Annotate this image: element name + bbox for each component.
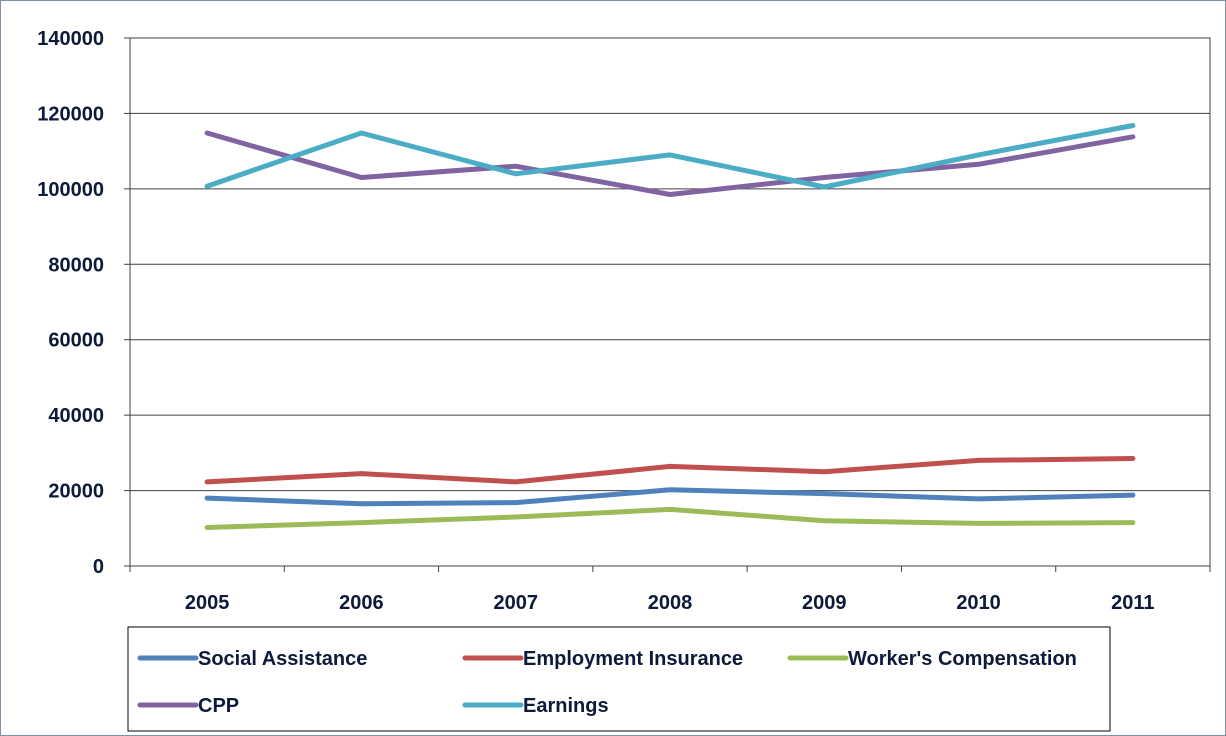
y-tick-label: 60000	[48, 330, 104, 352]
legend-label-social-assistance: Social Assistance	[198, 648, 367, 670]
legend-label-worker-s-compensation: Worker's Compensation	[848, 648, 1077, 670]
plot-area	[129, 37, 1211, 567]
y-tick-label: 100000	[37, 179, 104, 201]
x-tick-label: 2008	[648, 592, 693, 614]
series-line-cpp	[204, 130, 1136, 197]
y-tick-label: 80000	[48, 254, 104, 276]
legend: Social Assistance Employment Insurance Wor…	[127, 626, 1111, 732]
legend-label-earnings: Earnings	[523, 695, 609, 717]
x-tick-label: 2005	[185, 592, 230, 614]
legend-label-employment-insurance: Employment Insurance	[523, 648, 743, 670]
x-tick-label: 2011	[1111, 592, 1154, 614]
gridlines	[130, 37, 1210, 567]
x-tick-label: 2010	[956, 592, 1001, 614]
y-tick-label: 140000	[37, 28, 104, 50]
series-line-social-assistance	[204, 487, 1136, 507]
legend-box	[127, 626, 1111, 732]
y-tick-label: 40000	[48, 405, 104, 427]
legend-label-cpp: CPP	[198, 695, 239, 717]
y-tick-label: 0	[93, 556, 104, 578]
y-tick-label: 20000	[48, 481, 104, 503]
x-tick-label: 2006	[339, 592, 384, 614]
x-axis-tick-labels: 2005 2006 2007 2008 2009 2010 2011	[185, 592, 1155, 614]
series-line-worker-s-compensation	[204, 506, 1136, 530]
series-line-earnings	[204, 123, 1136, 190]
x-tick-label: 2009	[802, 592, 847, 614]
x-tick-label: 2007	[493, 592, 538, 614]
y-axis-tick-labels: 0 20000 40000 60000 80000 100000 120000 140000	[37, 28, 104, 578]
series-lines	[204, 123, 1136, 530]
series-line-employment-insurance	[204, 456, 1136, 485]
y-tick-label: 120000	[37, 103, 104, 125]
axes	[124, 37, 1211, 572]
